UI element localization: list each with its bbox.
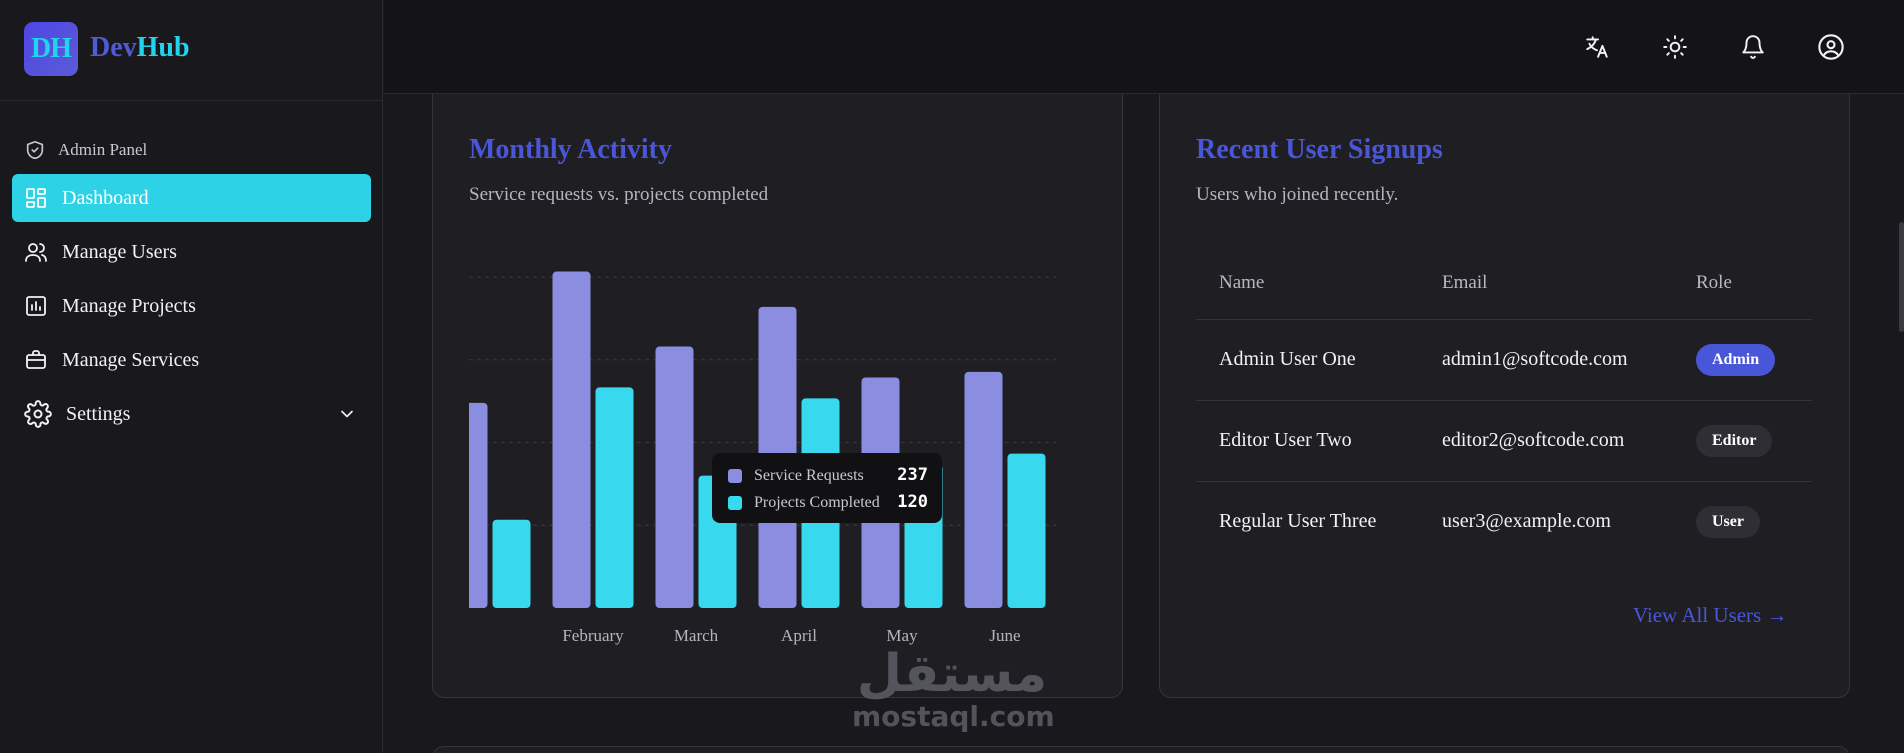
sidebar-item-label: Manage Projects <box>62 294 196 317</box>
table-divider <box>1196 319 1812 320</box>
role-badge-editor: Editor <box>1696 425 1773 457</box>
watermark-logo: مستقل <box>856 644 1048 704</box>
chevron-down-icon[interactable] <box>337 404 357 424</box>
table-divider <box>1196 400 1812 401</box>
x-tick-label-may: May <box>886 626 918 645</box>
brand-name-part1: Dev <box>90 32 137 63</box>
gear-icon <box>24 400 52 428</box>
card-subtitle: Users who joined recently. <box>1196 184 1399 205</box>
brand-header: DH DevHub <box>0 0 382 101</box>
bar-projects-completed-january[interactable] <box>492 519 531 608</box>
user-email: user3@example.com <box>1442 510 1611 532</box>
watermark-text: mostaql.com <box>852 700 1055 733</box>
tooltip-row-projects-completed: Projects Completed <box>728 492 938 514</box>
bell-icon[interactable] <box>1738 32 1768 62</box>
bar-service-requests-march[interactable] <box>655 346 694 608</box>
chart-tooltip: Service Requests 237 Projects Completed … <box>712 453 942 523</box>
brand-name[interactable]: DevHub <box>90 32 190 64</box>
users-icon <box>25 243 47 262</box>
sidebar-item-manage-users[interactable]: Manage Users <box>12 228 371 276</box>
sun-icon[interactable] <box>1660 32 1690 62</box>
bar-service-requests-february[interactable] <box>552 271 591 608</box>
column-header-name[interactable]: Name <box>1219 272 1265 293</box>
recent-signups-card: Recent User Signups Users who joined rec… <box>1159 94 1850 698</box>
sidebar-item-manage-services[interactable]: Manage Services <box>12 336 371 384</box>
column-header-email[interactable]: Email <box>1442 272 1488 293</box>
sidebar-item-label: Manage Users <box>62 240 177 263</box>
bar-service-requests-january[interactable] <box>450 402 488 608</box>
table-divider <box>1196 481 1812 482</box>
sidebar-item-dashboard[interactable]: Dashboard <box>12 174 371 222</box>
watermark: مستقل mostaql.com <box>852 644 1055 733</box>
brand-logo[interactable]: DH <box>24 22 78 76</box>
bar-projects-completed-february[interactable] <box>595 387 634 608</box>
user-name: Editor User Two <box>1219 429 1352 451</box>
column-header-role[interactable]: Role <box>1696 272 1732 293</box>
x-tick-label-april: April <box>781 626 817 645</box>
top-bar <box>384 0 1904 94</box>
tooltip-swatch <box>728 496 742 510</box>
user-name: Regular User Three <box>1219 510 1377 532</box>
sidebar-item-settings[interactable]: Settings <box>12 390 371 438</box>
sidebar-item-label: Manage Services <box>62 348 200 371</box>
tooltip-swatch <box>728 469 742 483</box>
user-email: admin1@softcode.com <box>1442 348 1628 370</box>
card-title: Recent User Signups <box>1196 134 1443 165</box>
sidebar-item-manage-projects[interactable]: Manage Projects <box>12 282 371 330</box>
view-all-users-link[interactable]: View All Users → <box>1633 603 1788 627</box>
sidebar-section-admin-panel: Admin Panel <box>24 138 147 162</box>
tooltip-value: 237 <box>897 465 928 485</box>
tooltip-value: 120 <box>897 492 928 512</box>
user-email: editor2@softcode.com <box>1442 429 1625 451</box>
projects-chart-icon <box>26 296 46 316</box>
tooltip-label: Projects Completed <box>754 494 880 511</box>
tooltip-row-service-requests: Service Requests <box>728 465 938 487</box>
x-tick-label-march: March <box>674 626 719 645</box>
sidebar: DH DevHub Admin Panel Dashboard Manage U… <box>0 0 383 753</box>
brand-name-part2: Hub <box>136 32 190 63</box>
sidebar-section-label: Admin Panel <box>58 140 148 159</box>
shield-check-icon <box>26 140 44 160</box>
sidebar-item-label: Settings <box>66 402 131 425</box>
user-circle-icon[interactable] <box>1816 32 1846 62</box>
tooltip-label: Service Requests <box>754 467 864 484</box>
bar-projects-completed-june[interactable] <box>1007 453 1046 608</box>
role-badge-user: User <box>1696 506 1760 538</box>
translate-icon[interactable] <box>1582 32 1612 62</box>
role-badge-admin: Admin <box>1696 344 1776 376</box>
x-tick-label-june: June <box>989 626 1020 645</box>
next-card-edge <box>432 746 1850 753</box>
bar-service-requests-june[interactable] <box>964 371 1003 608</box>
dashboard-grid-icon <box>26 188 46 208</box>
user-name: Admin User One <box>1219 348 1356 370</box>
card-title: Monthly Activity <box>469 134 672 165</box>
scrollbar-thumb[interactable] <box>1899 222 1904 332</box>
sidebar-item-label: Dashboard <box>62 186 149 209</box>
briefcase-icon <box>26 350 46 369</box>
card-subtitle: Service requests vs. projects completed <box>469 184 769 205</box>
x-tick-label-february: February <box>562 626 624 645</box>
